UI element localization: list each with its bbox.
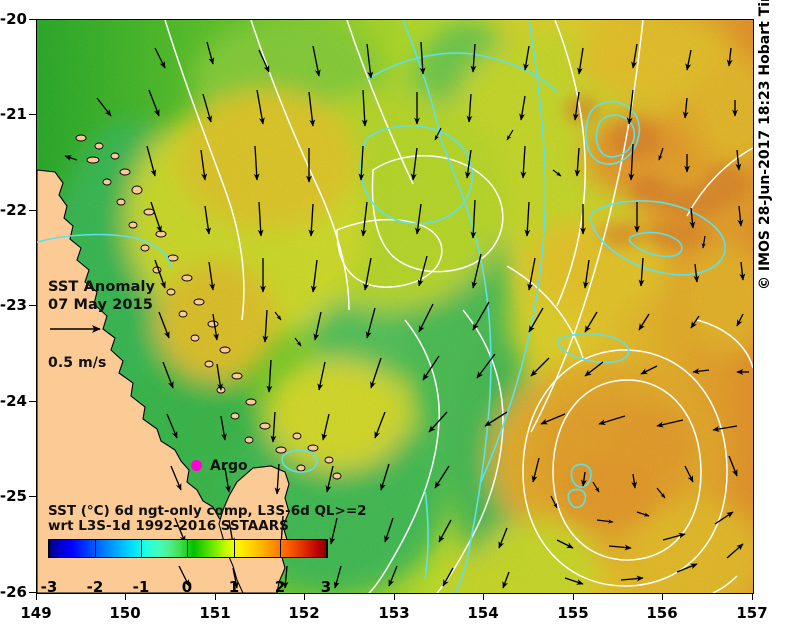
- y-tick: [29, 496, 36, 497]
- x-tick: [215, 593, 216, 600]
- x-tick-label: 151: [199, 604, 231, 622]
- x-tick-label: 154: [467, 604, 499, 622]
- x-tick: [483, 593, 484, 600]
- x-tick-label: 156: [646, 604, 678, 622]
- y-tick: [29, 210, 36, 211]
- velocity-vectors: [64, 41, 749, 589]
- y-tick: [29, 592, 36, 593]
- y-tick-label: -24: [0, 392, 27, 410]
- y-tick-label: -26: [0, 583, 27, 601]
- secondary-contours: [37, 20, 726, 593]
- y-tick: [29, 401, 36, 402]
- x-tick-label: 153: [378, 604, 410, 622]
- x-tick: [752, 593, 753, 600]
- y-tick: [29, 114, 36, 115]
- x-tick-label: 157: [736, 604, 768, 622]
- velocity-vectors-weak: [274, 127, 706, 524]
- y-tick-label: -20: [0, 10, 27, 28]
- y-tick-label: -23: [0, 296, 27, 314]
- imos-credit: © IMOS 28-Jun-2017 18:23 Hobart Time: [757, 0, 773, 290]
- x-tick-label: 150: [109, 604, 141, 622]
- y-tick-label: -22: [0, 201, 27, 219]
- x-tick-label: 155: [557, 604, 589, 622]
- map-plot-area[interactable]: [36, 19, 754, 594]
- coastline-land: [37, 134, 342, 593]
- x-tick: [125, 593, 126, 600]
- y-tick-label: -21: [0, 105, 27, 123]
- x-tick: [36, 593, 37, 600]
- y-tick: [29, 19, 36, 20]
- x-tick: [304, 593, 305, 600]
- y-tick: [29, 305, 36, 306]
- x-tick: [573, 593, 574, 600]
- x-tick-label: 152: [288, 604, 320, 622]
- map-layers: [37, 20, 753, 593]
- x-tick: [394, 593, 395, 600]
- y-tick-label: -25: [0, 487, 27, 505]
- x-tick: [662, 593, 663, 600]
- x-tick-label: 149: [20, 604, 52, 622]
